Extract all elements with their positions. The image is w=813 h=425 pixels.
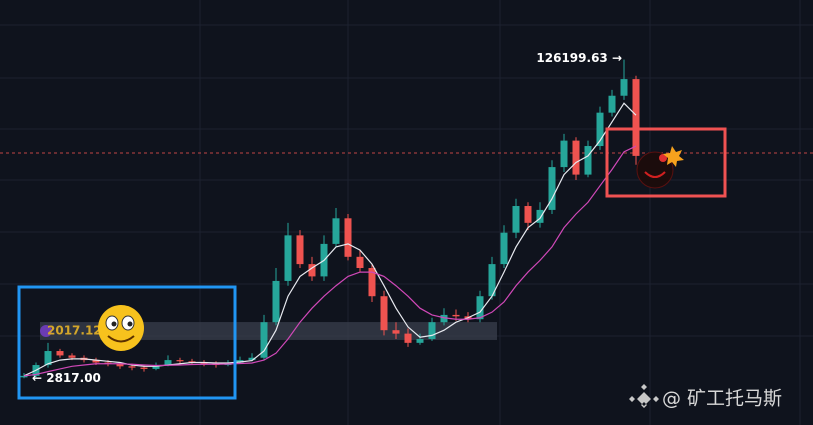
candle-body — [164, 360, 172, 366]
candle-body — [560, 140, 568, 168]
band-label: 2017.12 — [47, 324, 102, 338]
candle-body — [356, 256, 364, 269]
candle-body — [488, 264, 496, 297]
candle-body — [116, 363, 124, 367]
candle-body — [272, 280, 280, 323]
candle-body — [128, 366, 136, 368]
candle-body — [188, 361, 196, 363]
candle-body — [344, 218, 352, 257]
max-label: 126199.63 → — [536, 51, 622, 65]
candle-body — [104, 362, 112, 364]
candle-body — [248, 357, 256, 361]
candle-body — [476, 296, 484, 320]
candle-body — [584, 146, 592, 175]
candle-body — [140, 367, 148, 369]
candle-body — [20, 375, 28, 378]
candle-body — [392, 330, 400, 334]
candle-body — [308, 264, 316, 277]
candle-body — [632, 79, 640, 156]
candle-body — [416, 339, 424, 343]
moving-average — [23, 145, 637, 377]
candle-body — [524, 206, 532, 223]
candle-body — [284, 235, 292, 281]
candle-body — [368, 268, 376, 297]
candle-body — [332, 218, 340, 244]
candle-body — [596, 112, 604, 147]
candle-body — [260, 322, 268, 358]
candle-body — [152, 365, 160, 369]
candle-body — [92, 360, 100, 363]
candle-body — [452, 314, 460, 317]
candle-body — [404, 333, 412, 343]
highlight-box — [605, 127, 727, 198]
candle-body — [428, 322, 436, 340]
smiley-icon — [98, 305, 144, 351]
candle-body — [500, 232, 508, 265]
candle-body — [44, 351, 52, 366]
candle-body — [548, 167, 556, 210]
bomb-icon — [636, 146, 684, 189]
watermark: @ 矿工托马斯 — [662, 388, 782, 410]
candle-body — [200, 362, 208, 364]
highlight-box — [17, 285, 237, 400]
candle-body — [620, 79, 628, 96]
candle-body — [512, 206, 520, 233]
candle-body — [536, 209, 544, 223]
band-marker — [40, 325, 52, 338]
candle-body — [296, 235, 304, 265]
candle-body — [440, 314, 448, 323]
watermark-icon — [629, 384, 659, 408]
candle-body — [236, 360, 244, 363]
candle-body — [56, 351, 64, 356]
min-label: ← 2817.00 — [32, 371, 101, 385]
candle-body — [608, 95, 616, 113]
candle-body — [176, 360, 184, 362]
candle-body — [380, 296, 388, 331]
candle-body — [572, 140, 580, 175]
candle-body — [68, 355, 76, 358]
